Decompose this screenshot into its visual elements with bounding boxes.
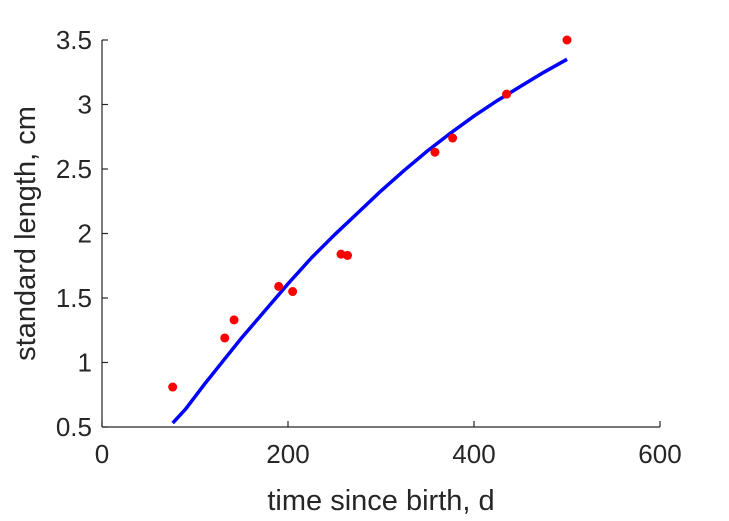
x-tick-label: 200 [266, 439, 309, 469]
data-point [430, 147, 440, 157]
y-tick-label: 1.5 [56, 283, 92, 313]
y-tick-label: 2.5 [56, 154, 92, 184]
y-tick-label: 0.5 [56, 412, 92, 442]
fit-line [171, 57, 568, 425]
data-point [343, 250, 353, 260]
y-tick-label: 1 [78, 348, 92, 378]
axes [101, 40, 660, 428]
x-tick-label: 400 [452, 439, 495, 469]
x-tick-label: 600 [638, 439, 681, 469]
data-point [502, 89, 512, 99]
plot-area [168, 35, 572, 425]
y-axis-label: standard length, cm [10, 106, 42, 361]
ticks: 0 200 400 600 0.5 1 1.5 2 2.5 3 3.5 [56, 25, 682, 469]
data-point [274, 281, 284, 291]
data-point [220, 333, 230, 343]
data-point [288, 287, 298, 297]
x-tick-label: 0 [95, 439, 109, 469]
y-tick-label: 3 [78, 90, 92, 120]
y-tick-label: 3.5 [56, 25, 92, 55]
x-axis-label: time since birth, d [267, 485, 494, 517]
data-point [562, 35, 572, 45]
y-tick-label: 2 [78, 219, 92, 249]
data-point [168, 382, 178, 392]
data-point [229, 315, 239, 325]
data-point [448, 133, 458, 143]
